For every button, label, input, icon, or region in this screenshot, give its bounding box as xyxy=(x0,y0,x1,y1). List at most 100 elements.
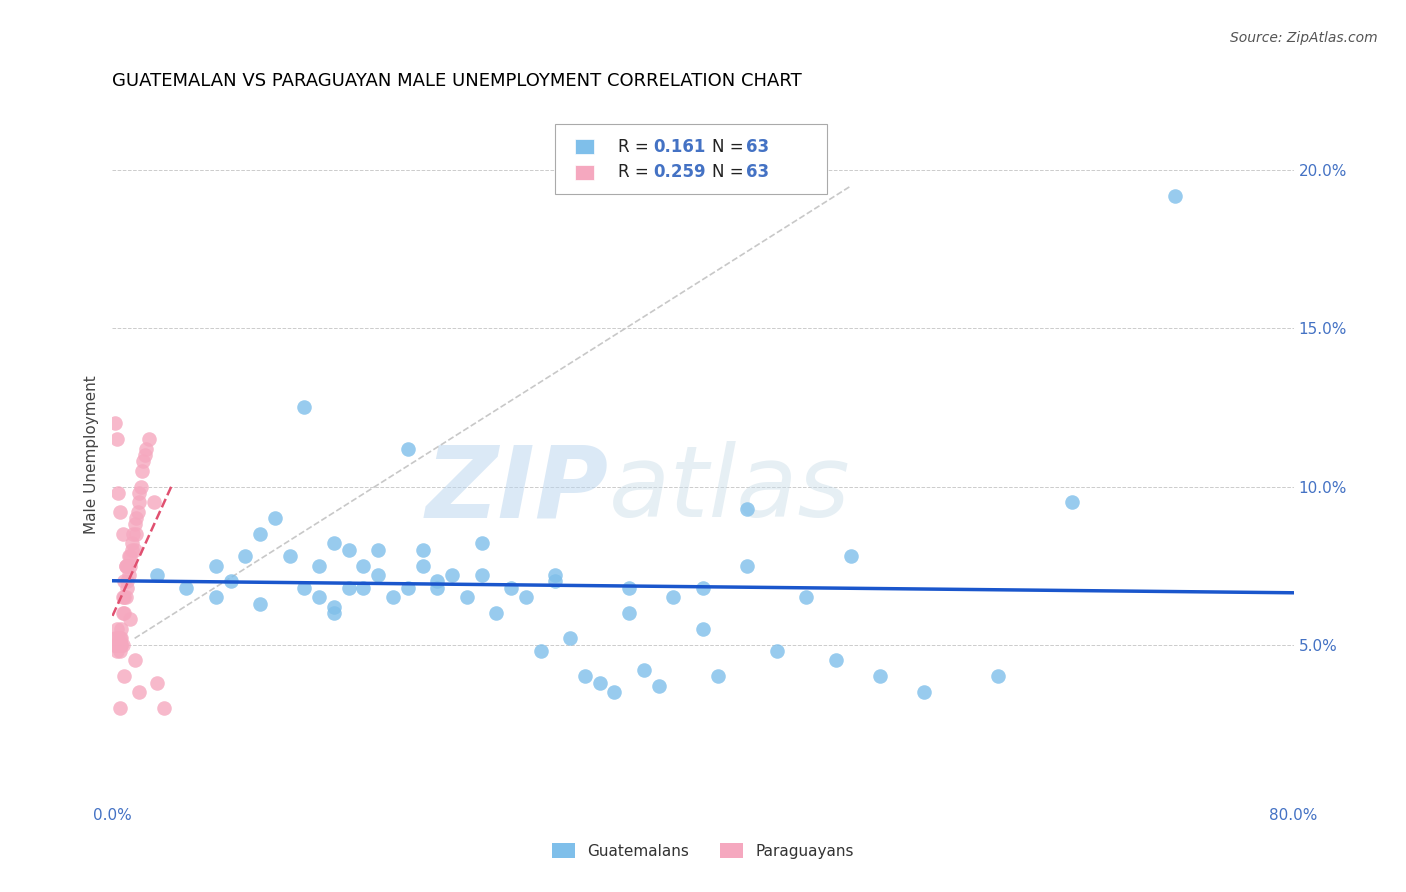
Point xyxy=(796,591,818,605)
Point xyxy=(692,622,714,636)
Point xyxy=(1062,495,1084,509)
Point xyxy=(292,401,315,415)
Legend: Guatemalans, Paraguayans: Guatemalans, Paraguayans xyxy=(547,837,859,864)
Point xyxy=(544,574,567,589)
Point xyxy=(111,606,134,620)
Point xyxy=(134,448,156,462)
Point xyxy=(396,442,419,456)
Point xyxy=(174,581,197,595)
Point xyxy=(470,568,494,582)
Point xyxy=(914,685,936,699)
Point xyxy=(135,442,157,456)
Point xyxy=(107,486,129,500)
Point xyxy=(111,638,134,652)
Point xyxy=(118,568,141,582)
Point xyxy=(869,669,891,683)
Point xyxy=(110,632,132,646)
Point xyxy=(107,638,129,652)
Point xyxy=(105,432,128,446)
Point xyxy=(118,549,141,563)
Point xyxy=(456,591,478,605)
Point xyxy=(132,454,155,468)
Point xyxy=(153,701,176,715)
Point xyxy=(441,568,464,582)
Point xyxy=(411,558,433,573)
Point xyxy=(249,527,271,541)
Point xyxy=(205,558,228,573)
Point xyxy=(426,574,449,589)
Point xyxy=(112,669,135,683)
Point xyxy=(633,663,655,677)
Point xyxy=(485,606,508,620)
Point xyxy=(308,558,330,573)
Point xyxy=(292,581,315,595)
Point xyxy=(105,622,128,636)
Point xyxy=(352,581,374,595)
Point xyxy=(470,536,494,550)
Point xyxy=(146,568,169,582)
Point xyxy=(706,669,728,683)
Point xyxy=(692,581,714,595)
Text: 0.259: 0.259 xyxy=(654,163,706,181)
Point xyxy=(108,505,131,519)
Point xyxy=(323,599,346,614)
Point xyxy=(108,701,131,715)
Point xyxy=(110,622,132,636)
Point xyxy=(987,669,1010,683)
Text: N =: N = xyxy=(713,137,749,156)
Text: Source: ZipAtlas.com: Source: ZipAtlas.com xyxy=(1230,31,1378,45)
Point xyxy=(131,464,153,478)
Point xyxy=(544,568,567,582)
Point xyxy=(367,568,389,582)
Point xyxy=(108,638,131,652)
Point xyxy=(737,501,759,516)
Point xyxy=(529,644,551,658)
Point xyxy=(396,581,419,595)
Point xyxy=(138,432,160,446)
Point xyxy=(278,549,301,563)
Point xyxy=(124,653,146,667)
Point xyxy=(117,581,138,595)
Point xyxy=(737,558,759,573)
Point xyxy=(603,685,626,699)
Point xyxy=(662,591,685,605)
Point xyxy=(352,558,374,573)
Point xyxy=(107,638,129,652)
Point xyxy=(619,606,641,620)
FancyBboxPatch shape xyxy=(555,124,827,194)
Text: 0.161: 0.161 xyxy=(654,137,706,156)
Point xyxy=(382,591,405,605)
Text: ZIP: ZIP xyxy=(426,442,609,538)
Point xyxy=(121,542,143,557)
Text: N =: N = xyxy=(713,163,749,181)
Point xyxy=(125,511,148,525)
Point xyxy=(114,558,136,573)
Point xyxy=(142,495,165,509)
Text: R =: R = xyxy=(619,163,654,181)
Text: R =: R = xyxy=(619,137,654,156)
Point xyxy=(114,591,136,605)
Point xyxy=(112,574,135,589)
Point xyxy=(121,536,143,550)
Point xyxy=(112,606,135,620)
Point xyxy=(205,591,228,605)
Point xyxy=(103,638,125,652)
Point xyxy=(128,486,150,500)
Point xyxy=(128,685,150,699)
Point xyxy=(264,511,287,525)
Point xyxy=(111,591,134,605)
Point xyxy=(574,669,596,683)
Point xyxy=(323,606,346,620)
Point xyxy=(323,536,346,550)
Point xyxy=(104,638,127,652)
Point xyxy=(124,517,146,532)
Point xyxy=(124,542,146,557)
FancyBboxPatch shape xyxy=(575,139,593,154)
Point xyxy=(129,479,152,493)
Point xyxy=(108,644,131,658)
Point xyxy=(501,581,523,595)
Point xyxy=(122,527,145,541)
Point xyxy=(105,638,128,652)
Text: atlas: atlas xyxy=(609,442,851,538)
Point xyxy=(108,632,131,646)
